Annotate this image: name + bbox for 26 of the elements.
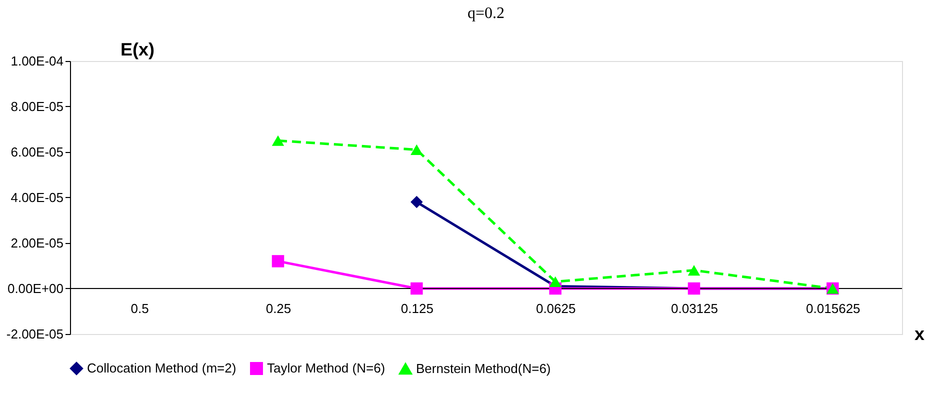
- x-tick-label: 0.0625: [536, 301, 576, 316]
- point: [272, 135, 284, 146]
- point: [410, 196, 423, 208]
- y-tick-label: 2.00E-05: [10, 236, 64, 250]
- y-tick-label: 1.00E-04: [10, 54, 64, 68]
- y-axis-title: E(x): [120, 40, 155, 60]
- legend-label: Collocation Method (m=2): [87, 360, 236, 376]
- point: [549, 276, 562, 287]
- y-tick-label: -2.00E-05: [6, 326, 64, 342]
- x-axis-title: x: [914, 324, 925, 344]
- legend-label: Bernstein Method(N=6): [416, 360, 551, 376]
- y-tick-label: 0.00E+00: [7, 281, 64, 296]
- point: [688, 264, 700, 276]
- chart-title: q=0.2: [467, 5, 505, 22]
- y-tick-label: 8.00E-05: [10, 99, 64, 114]
- x-tick-label: 0.25: [266, 301, 292, 316]
- point: [410, 144, 423, 156]
- x-tick-label: 0.5: [130, 301, 149, 316]
- point: [410, 282, 423, 295]
- legend-label: Taylor Method (N=6): [267, 360, 386, 376]
- point: [272, 255, 284, 268]
- x-tick-label: 0.03125: [671, 301, 718, 316]
- y-tick-label: 6.00E-05: [10, 144, 64, 160]
- y-tick-label: 4.00E-05: [10, 190, 64, 205]
- x-tick-label: 0.015625: [806, 301, 860, 316]
- x-tick-label: 0.125: [400, 301, 434, 316]
